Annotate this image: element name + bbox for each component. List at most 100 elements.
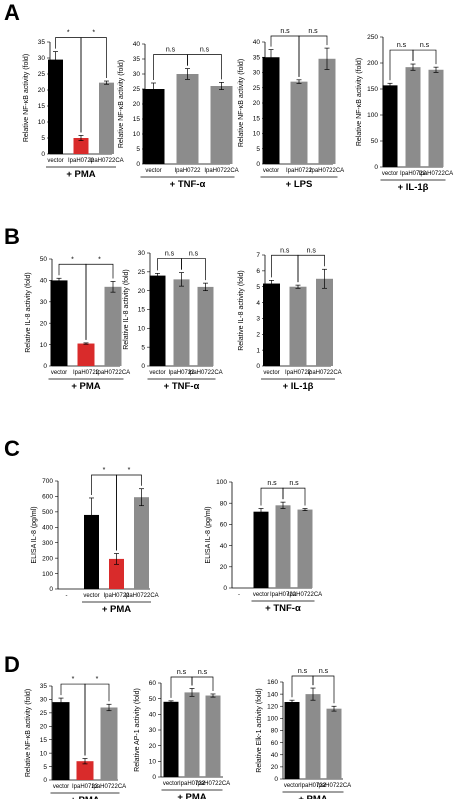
- bar: [305, 694, 321, 779]
- condition-label: + PMA: [70, 795, 99, 799]
- significance-label: n.s: [280, 28, 290, 35]
- category-label: IpaH0722: [168, 370, 195, 376]
- y-tick-label: 15: [38, 103, 46, 110]
- significance-label: n.s: [200, 47, 210, 54]
- significance-label: *: [128, 467, 131, 474]
- condition-label: + TNF-α: [265, 603, 301, 614]
- y-tick-label: 20: [220, 564, 228, 571]
- y-tick-label: 20: [138, 288, 146, 295]
- category-label: IpaH0722: [270, 592, 297, 598]
- y-tick-label: 15: [253, 115, 261, 122]
- y-axis-label: Relative Elk-1 activity (fold): [256, 688, 263, 772]
- bar: [104, 286, 122, 366]
- condition-label: + PMA: [102, 604, 131, 615]
- y-tick-label: 20: [271, 764, 279, 771]
- y-tick-label: 5: [43, 764, 47, 771]
- chart-d-9: 0 5 10 15 20 25 30 35 Relative NF-κB activity (f…: [25, 676, 126, 799]
- significance-label: n.s: [267, 480, 277, 487]
- bar: [73, 138, 89, 154]
- significance-label: n.s: [289, 480, 299, 487]
- category-label: IpaH0722CA: [204, 168, 238, 174]
- bar: [318, 58, 336, 164]
- category-label: vector: [263, 370, 279, 376]
- significance-label: n.s: [420, 42, 430, 49]
- bar: [275, 505, 291, 588]
- category-label: vector: [253, 592, 269, 598]
- significance-label: n.s: [166, 47, 176, 54]
- significance-bracket: [291, 675, 314, 698]
- y-axis-label: Relative NF-κB activity (fold): [356, 58, 363, 146]
- y-tick-label: 400: [42, 524, 53, 531]
- bar: [109, 558, 124, 589]
- y-tick-label: 35: [253, 54, 261, 61]
- bar: [405, 67, 421, 167]
- category-label: vector: [51, 370, 67, 376]
- bar: [100, 707, 118, 780]
- y-tick-label: 15: [133, 116, 141, 123]
- bar: [77, 343, 95, 366]
- category-label: vector: [83, 593, 99, 599]
- chart-a-2: 0 5 10 15 20 25 30 35 40 Relative NF-κB activity …: [238, 28, 344, 190]
- y-tick-label: 0: [43, 363, 47, 370]
- significance-bracket: [282, 487, 306, 506]
- y-tick-label: 50: [149, 696, 157, 703]
- y-tick-label: 700: [42, 478, 53, 485]
- category-label: -: [238, 592, 240, 598]
- significance-bracket: [191, 676, 214, 691]
- y-tick-label: 30: [40, 697, 48, 704]
- category-label: IpaH0722CA: [188, 370, 222, 376]
- significance-bracket: [297, 254, 325, 283]
- y-tick-label: 35: [40, 683, 48, 690]
- y-tick-label: 50: [371, 138, 379, 145]
- significance-bracket: [260, 487, 284, 506]
- significance-bracket: [116, 474, 142, 551]
- chart-d-10: 0 10 20 30 40 50 60 Relative AP-1 activity (fol…: [134, 669, 230, 799]
- category-label: IpaH0722: [285, 370, 312, 376]
- category-label: vector: [145, 168, 161, 174]
- significance-label: n.s: [165, 251, 175, 258]
- significance-bracket: [181, 258, 206, 281]
- bar: [184, 692, 200, 777]
- bar: [210, 86, 233, 164]
- y-tick-label: 100: [267, 716, 278, 723]
- significance-bracket: [84, 683, 110, 756]
- y-tick-label: 5: [41, 135, 45, 142]
- condition-label: + TNF-α: [164, 381, 200, 392]
- y-tick-label: 60: [149, 680, 157, 687]
- category-label: IpaH0722: [72, 784, 99, 790]
- y-tick-label: 0: [49, 586, 53, 593]
- bar: [289, 286, 307, 366]
- y-tick-label: 10: [133, 131, 141, 138]
- significance-label: n.s: [298, 668, 308, 675]
- panel-label-c: C: [4, 436, 20, 461]
- y-tick-label: 0: [41, 151, 45, 158]
- y-tick-label: 0: [136, 161, 140, 168]
- chart-a-0: 0 5 10 15 20 25 30 35 Relative NF-κB activity (f…: [23, 30, 124, 180]
- category-label: IpaH0722: [68, 158, 95, 164]
- y-tick-label: 30: [138, 250, 146, 257]
- y-tick-label: 40: [133, 41, 141, 48]
- y-tick-label: 30: [40, 299, 48, 306]
- y-tick-label: 5: [256, 284, 260, 291]
- y-tick-label: 35: [133, 56, 141, 63]
- significance-label: n.s: [308, 28, 318, 35]
- y-tick-label: 250: [367, 34, 378, 41]
- y-tick-label: 200: [42, 555, 53, 562]
- category-label: IpaH0722: [103, 593, 130, 599]
- category-label: vector: [47, 158, 63, 164]
- bar: [76, 761, 94, 780]
- panel-label-a: A: [4, 0, 20, 25]
- y-tick-label: 20: [133, 101, 141, 108]
- category-label: IpaH0722: [300, 783, 327, 789]
- significance-bracket: [157, 258, 182, 271]
- chart-a-1: 0 5 10 15 20 25 30 35 40 Relative NF-κB activity …: [118, 41, 239, 190]
- y-tick-label: 20: [40, 723, 48, 730]
- y-tick-label: 200: [367, 60, 378, 67]
- y-tick-label: 30: [38, 55, 46, 62]
- y-tick-label: 10: [138, 326, 146, 333]
- significance-label: *: [103, 467, 106, 474]
- bar: [134, 497, 149, 589]
- y-tick-label: 25: [40, 710, 48, 717]
- significance-label: n.s: [198, 669, 208, 676]
- bar: [197, 286, 214, 366]
